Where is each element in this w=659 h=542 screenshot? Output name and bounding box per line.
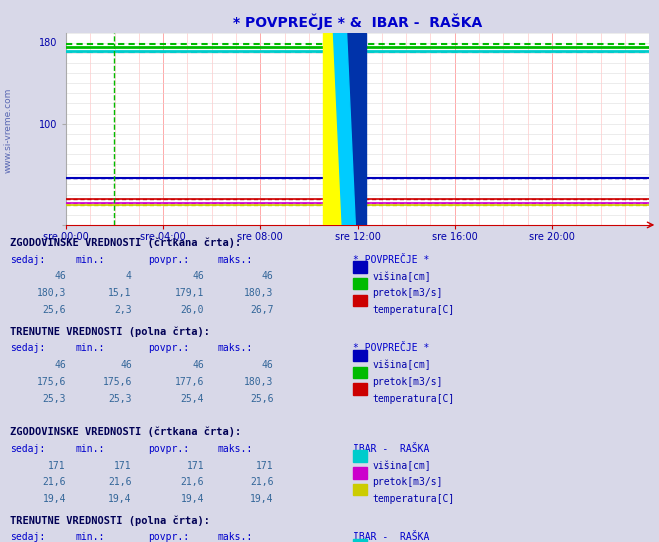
Text: 19,4: 19,4 — [42, 494, 66, 504]
Text: * POVPREČJE *: * POVPREČJE * — [353, 255, 429, 264]
Text: 4: 4 — [126, 272, 132, 281]
Text: 15,1: 15,1 — [108, 288, 132, 298]
Bar — [322, 33, 347, 225]
Text: 46: 46 — [262, 272, 273, 281]
Text: maks.:: maks.: — [217, 532, 252, 542]
Text: min.:: min.: — [76, 444, 105, 454]
Text: IBAR -  RAŠKA: IBAR - RAŠKA — [353, 532, 429, 542]
Text: 177,6: 177,6 — [175, 377, 204, 387]
Text: 171: 171 — [114, 461, 132, 470]
Text: pretok[m3/s]: pretok[m3/s] — [372, 478, 443, 487]
Text: IBAR -  RAŠKA: IBAR - RAŠKA — [353, 444, 429, 454]
Bar — [353, 383, 367, 395]
Text: povpr.:: povpr.: — [148, 444, 189, 454]
Text: 46: 46 — [54, 272, 66, 281]
Bar — [353, 295, 367, 306]
Bar — [353, 278, 367, 289]
Text: pretok[m3/s]: pretok[m3/s] — [372, 377, 443, 387]
Text: 175,6: 175,6 — [102, 377, 132, 387]
Text: 175,6: 175,6 — [36, 377, 66, 387]
Text: TRENUTNE VREDNOSTI (polna črta):: TRENUTNE VREDNOSTI (polna črta): — [10, 515, 210, 526]
Text: 19,4: 19,4 — [108, 494, 132, 504]
Text: pretok[m3/s]: pretok[m3/s] — [372, 288, 443, 298]
Polygon shape — [333, 33, 355, 225]
Text: sedaj:: sedaj: — [10, 255, 45, 264]
Text: ZGODOVINSKE VREDNOSTI (črtkana črta):: ZGODOVINSKE VREDNOSTI (črtkana črta): — [10, 427, 241, 437]
Text: min.:: min.: — [76, 532, 105, 542]
Text: 46: 46 — [192, 272, 204, 281]
Text: 171: 171 — [48, 461, 66, 470]
Text: 25,3: 25,3 — [42, 393, 66, 404]
Text: višina[cm]: višina[cm] — [372, 272, 431, 282]
Text: 180,3: 180,3 — [244, 377, 273, 387]
Bar — [353, 484, 367, 495]
Text: višina[cm]: višina[cm] — [372, 360, 431, 370]
Text: 21,6: 21,6 — [42, 478, 66, 487]
Bar — [353, 467, 367, 479]
Text: ZGODOVINSKE VREDNOSTI (črtkana črta):: ZGODOVINSKE VREDNOSTI (črtkana črta): — [10, 238, 241, 248]
Text: 171: 171 — [186, 461, 204, 470]
Text: maks.:: maks.: — [217, 444, 252, 454]
Text: 19,4: 19,4 — [181, 494, 204, 504]
Text: maks.:: maks.: — [217, 343, 252, 353]
Text: temperatura[C]: temperatura[C] — [372, 305, 455, 315]
Text: 46: 46 — [192, 360, 204, 370]
Bar — [353, 350, 367, 362]
Text: min.:: min.: — [76, 255, 105, 264]
Bar — [347, 33, 366, 225]
Text: * POVPREČJE *: * POVPREČJE * — [353, 343, 429, 353]
Text: višina[cm]: višina[cm] — [372, 461, 431, 471]
Text: 26,7: 26,7 — [250, 305, 273, 315]
Text: sedaj:: sedaj: — [10, 444, 45, 454]
Bar — [353, 366, 367, 378]
Text: min.:: min.: — [76, 343, 105, 353]
Bar — [353, 261, 367, 273]
Text: 180,3: 180,3 — [244, 288, 273, 298]
Text: 180: 180 — [40, 37, 58, 48]
Text: 26,0: 26,0 — [181, 305, 204, 315]
Text: povpr.:: povpr.: — [148, 532, 189, 542]
Text: TRENUTNE VREDNOSTI (polna črta):: TRENUTNE VREDNOSTI (polna črta): — [10, 326, 210, 337]
Text: 25,4: 25,4 — [181, 393, 204, 404]
Text: 19,4: 19,4 — [250, 494, 273, 504]
Text: temperatura[C]: temperatura[C] — [372, 494, 455, 504]
Text: 180,3: 180,3 — [36, 288, 66, 298]
Text: 46: 46 — [262, 360, 273, 370]
Text: 25,3: 25,3 — [108, 393, 132, 404]
Text: 179,1: 179,1 — [175, 288, 204, 298]
Bar — [353, 450, 367, 462]
Text: 46: 46 — [120, 360, 132, 370]
Text: 171: 171 — [256, 461, 273, 470]
Text: 25,6: 25,6 — [42, 305, 66, 315]
Text: povpr.:: povpr.: — [148, 343, 189, 353]
Text: 25,6: 25,6 — [250, 393, 273, 404]
Text: sedaj:: sedaj: — [10, 532, 45, 542]
Bar — [353, 539, 367, 542]
Text: 46: 46 — [54, 360, 66, 370]
Text: maks.:: maks.: — [217, 255, 252, 264]
Text: 2,3: 2,3 — [114, 305, 132, 315]
Text: 21,6: 21,6 — [181, 478, 204, 487]
Text: www.si-vreme.com: www.si-vreme.com — [4, 87, 13, 173]
Title: * POVPREČJE * &  IBAR -  RAŠKA: * POVPREČJE * & IBAR - RAŠKA — [233, 14, 482, 30]
Text: 21,6: 21,6 — [108, 478, 132, 487]
Text: temperatura[C]: temperatura[C] — [372, 393, 455, 404]
Text: povpr.:: povpr.: — [148, 255, 189, 264]
Text: 21,6: 21,6 — [250, 478, 273, 487]
Text: sedaj:: sedaj: — [10, 343, 45, 353]
